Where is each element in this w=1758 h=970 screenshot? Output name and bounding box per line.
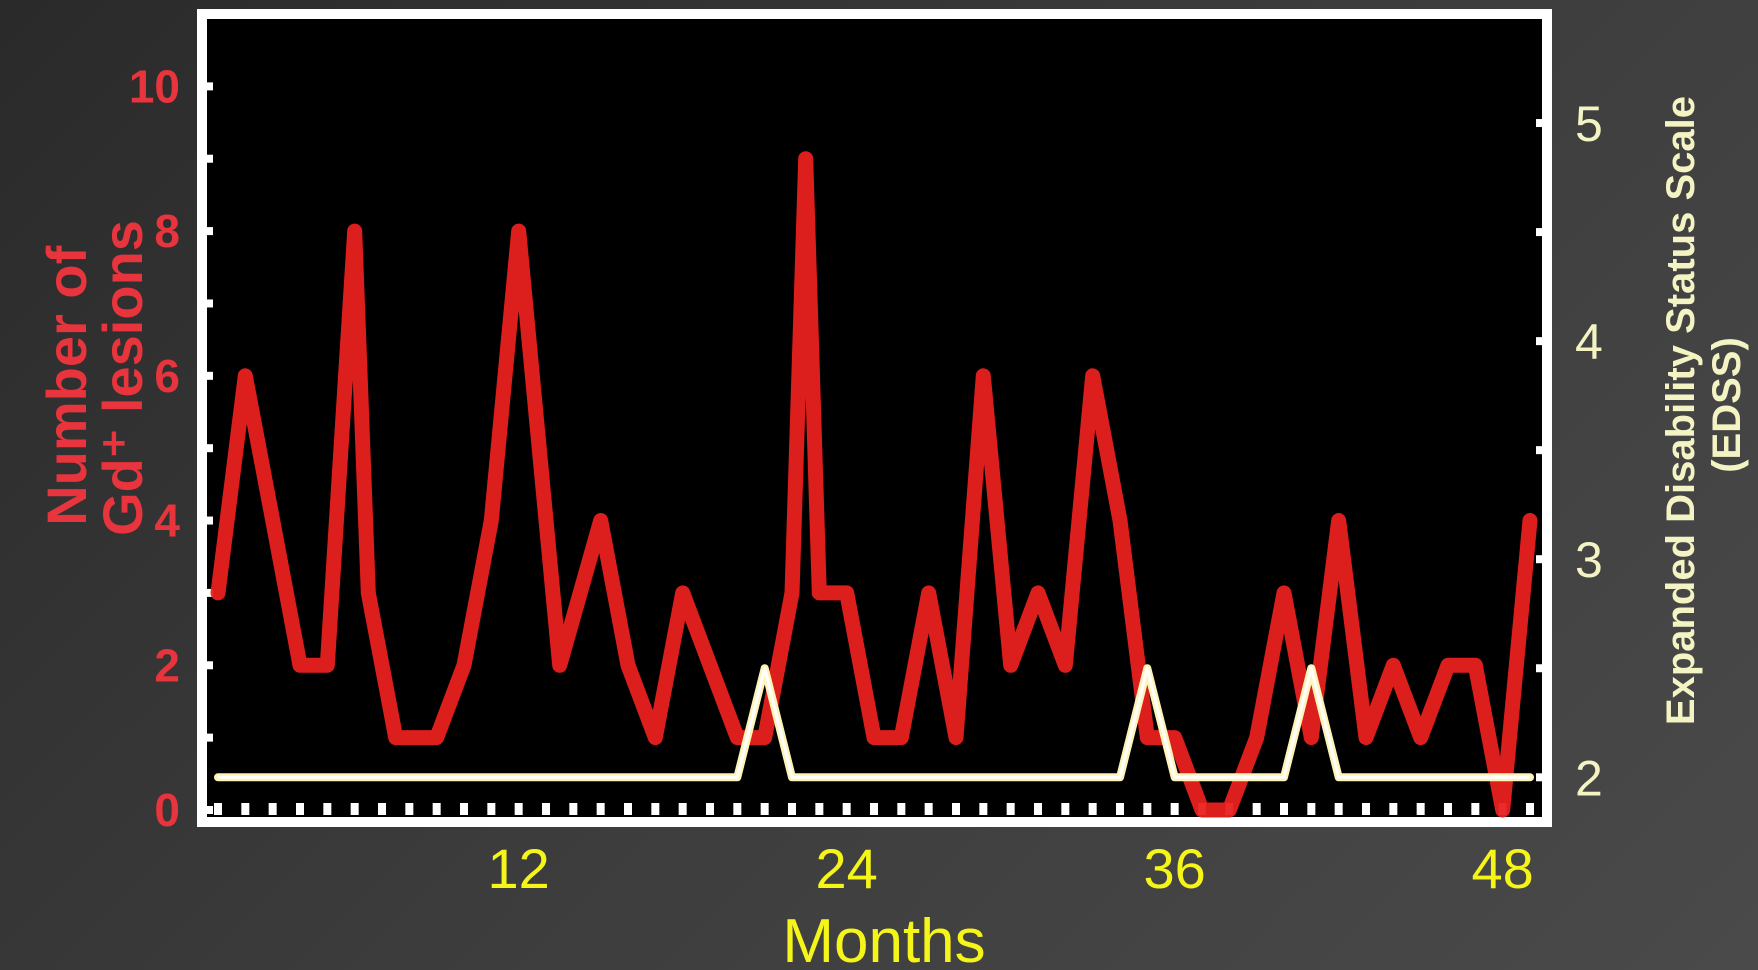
y-right-tick-mark (1536, 446, 1546, 455)
x-minor-tick (1252, 803, 1261, 815)
x-minor-tick (706, 803, 714, 815)
x-minor-tick (788, 803, 796, 815)
x-minor-tick (842, 803, 851, 815)
y-right-tick-mark (1536, 555, 1546, 564)
y-left-tick-label: 10 (129, 60, 180, 112)
x-axis-ticks: 12 24 36 48 (488, 837, 1534, 900)
x-minor-tick (378, 803, 386, 815)
x-minor-tick (1006, 803, 1015, 815)
y-right-tick-mark (1536, 664, 1546, 673)
y-left-tick-mark (203, 588, 213, 597)
x-minor-tick (1061, 803, 1070, 815)
x-minor-tick (241, 803, 250, 815)
x-minor-tick (1389, 803, 1398, 815)
x-minor-tick (651, 803, 660, 815)
left-axis-label-line2: Gd⁺ lesions (91, 220, 154, 536)
x-tick-label: 48 (1472, 837, 1534, 900)
x-minor-tick (1416, 803, 1425, 815)
x-minor-tick (596, 803, 605, 815)
x-minor-tick (323, 803, 332, 815)
y-left-tick-label: 6 (154, 350, 180, 402)
y-left-tick-mark (203, 299, 213, 308)
lesions-series-line (210, 151, 1538, 818)
x-minor-tick (214, 803, 222, 815)
x-minor-tick (952, 803, 960, 815)
x-minor-tick (487, 803, 496, 815)
y-left-tick-label: 2 (154, 639, 180, 691)
y-left-tick-mark (203, 806, 213, 814)
y-left-tick-mark (203, 733, 213, 742)
x-minor-tick (1280, 803, 1288, 815)
y-left-tick-label: 0 (154, 784, 180, 836)
x-minor-tick (268, 803, 277, 815)
y-right-tick-label: 3 (1575, 532, 1603, 588)
x-minor-tick (1143, 803, 1152, 815)
x-minor-tick (678, 803, 687, 815)
x-minor-tick (514, 803, 523, 815)
y-right-tick-mark (1536, 119, 1546, 128)
x-axis-label: Months (782, 907, 985, 970)
x-tick-label: 24 (816, 837, 878, 900)
x-minor-tick (1116, 803, 1124, 815)
y-right-tick-mark (1536, 773, 1546, 782)
x-minor-tick (432, 803, 441, 815)
right-axis-label-line1: Expanded Disability Status Scale (1659, 96, 1703, 725)
y-left-tick-mark (203, 661, 213, 670)
x-minor-tick (924, 803, 933, 815)
y-left-tick-mark (203, 516, 213, 525)
y-left-tick-mark (203, 444, 213, 453)
x-minor-tick (569, 803, 578, 815)
left-axis-label-line1: Number of (35, 245, 98, 525)
y-right-tick-label: 5 (1575, 96, 1603, 152)
x-minor-tick (460, 803, 468, 815)
y-right-tick-mark (1536, 337, 1546, 346)
y-left-tick-label: 4 (154, 495, 180, 547)
x-minor-tick (1362, 803, 1370, 815)
x-minor-tick (350, 803, 359, 815)
x-minor-tick (1088, 803, 1097, 815)
x-minor-tick (296, 803, 304, 815)
x-minor-tick (733, 803, 742, 815)
x-minor-tick (1444, 803, 1452, 815)
y-right-tick-label: 2 (1575, 750, 1603, 806)
y-left-tick-label: 8 (154, 205, 180, 257)
x-minor-tick (760, 803, 769, 815)
minor-ticks (203, 82, 1546, 815)
x-tick-label: 36 (1144, 837, 1206, 900)
x-minor-tick (1170, 803, 1179, 815)
x-minor-tick (897, 803, 906, 815)
x-minor-tick (979, 803, 988, 815)
y-left-tick-mark (203, 371, 213, 380)
left-axis-label: Number of Gd⁺ lesions (35, 220, 154, 536)
right-axis-ticks: 2 3 4 5 (1575, 96, 1603, 806)
x-minor-tick (1034, 803, 1042, 815)
left-axis-ticks: 0 2 4 6 8 10 (129, 60, 181, 836)
x-minor-tick (1334, 803, 1343, 815)
y-right-tick-label: 4 (1575, 314, 1603, 370)
x-tick-label: 12 (488, 837, 550, 900)
y-left-tick-mark (203, 82, 213, 91)
right-axis-label: Expanded Disability Status Scale (EDSS) (1659, 85, 1749, 725)
y-right-tick-mark (1536, 228, 1546, 237)
x-minor-tick (1471, 803, 1480, 815)
x-minor-tick (542, 803, 550, 815)
edss-series-highlight (218, 666, 1530, 779)
x-minor-tick (1307, 803, 1316, 815)
series-layer (210, 151, 1538, 818)
x-minor-tick (815, 803, 824, 815)
x-minor-tick (870, 803, 878, 815)
x-minor-tick (405, 803, 414, 815)
y-left-tick-mark (203, 154, 213, 163)
x-minor-tick (624, 803, 632, 815)
plot-frame (197, 9, 1552, 827)
x-minor-tick (1526, 803, 1534, 815)
right-axis-label-line2: (EDSS) (1705, 337, 1749, 473)
y-left-tick-mark (203, 227, 213, 236)
